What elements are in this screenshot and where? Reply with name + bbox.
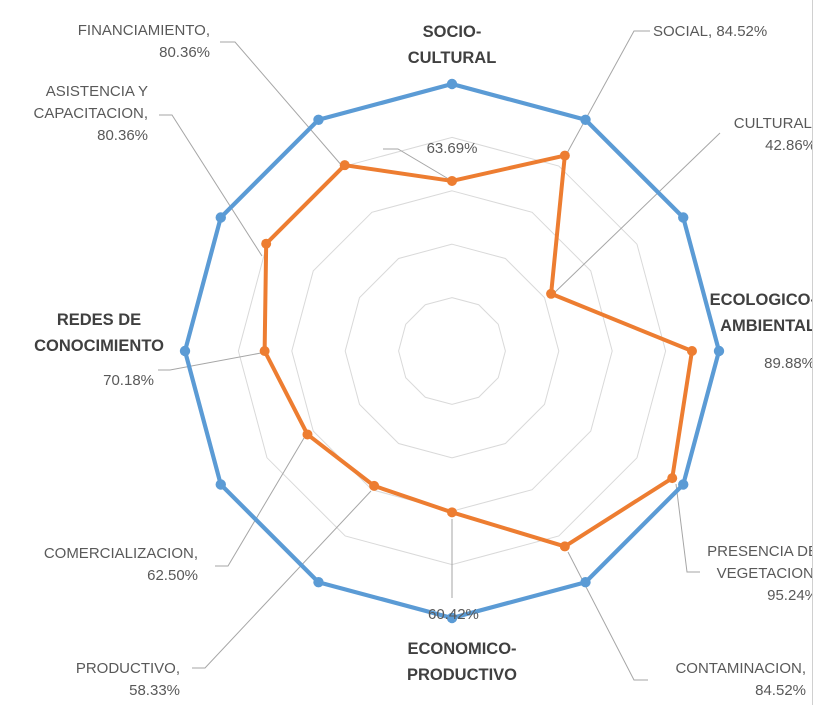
label-leader-lines <box>158 30 721 681</box>
dimension-label: SOCIO-CULTURAL <box>408 23 497 67</box>
axis-label: 70.18% <box>103 372 154 389</box>
leader-line <box>192 490 372 669</box>
grid-ring-1 <box>398 297 506 405</box>
viewport-edge <box>812 0 818 705</box>
axis-label: CULTURAL, 42.86% <box>734 115 816 154</box>
dimension-label: ECONOMICO-PRODUCTIVO <box>407 640 517 684</box>
score-series-line <box>262 153 694 549</box>
leader-line <box>383 148 453 182</box>
reference-series-point <box>215 212 226 223</box>
chart-labels: 63.69% SOCIAL, 84.52% CULTURAL, 42.86% 89.88… <box>34 22 818 699</box>
grid-ring-4 <box>237 136 667 566</box>
reference-series-point <box>678 479 689 490</box>
axis-label: CONTAMINACION, 84.52% <box>675 660 806 699</box>
axis-label: FINANCIAMIENTO, 80.36% <box>78 22 210 61</box>
leader-line <box>220 41 344 168</box>
dimension-label: REDES DE CONOCIMIENTO <box>34 311 164 355</box>
reference-series-point <box>313 577 324 588</box>
leader-line <box>675 483 700 573</box>
leader-line <box>567 551 648 681</box>
reference-series-point <box>446 78 458 90</box>
axis-label: 63.69% <box>427 140 478 157</box>
score-series-point <box>559 541 570 552</box>
grid-ring-2 <box>344 243 560 459</box>
chart-gridlines <box>237 136 667 566</box>
axis-label: COMERCIALIZACION, 62.50% <box>44 545 198 584</box>
reference-series-point <box>215 479 226 490</box>
reference-series-point <box>313 114 324 125</box>
score-series-point <box>369 480 380 491</box>
chart-series <box>179 78 725 624</box>
axis-label: SOCIAL, 84.52% <box>653 23 767 40</box>
axis-label: 60.42% <box>428 606 479 623</box>
axis-label: ASISTENCIA Y CAPACITACION, 80.36% <box>34 83 148 144</box>
score-series-point <box>302 429 313 440</box>
score-series-point <box>261 238 272 249</box>
grid-ring-3 <box>291 190 613 512</box>
dimension-label: ECOLOGICO-AMBIENTAL <box>710 291 816 335</box>
reference-series-point <box>580 114 591 125</box>
reference-series-point <box>713 345 725 357</box>
axis-label: PRODUCTIVO, 58.33% <box>76 660 180 699</box>
leader-line <box>550 132 721 297</box>
leader-line <box>565 30 650 156</box>
score-series-point <box>546 288 557 299</box>
score-series-point <box>559 150 570 161</box>
score-series-point <box>259 346 270 356</box>
score-series-point <box>447 507 457 518</box>
score-series-point <box>339 160 350 171</box>
leader-line <box>158 352 262 371</box>
leader-line <box>159 114 263 257</box>
axis-label: 89.88% <box>764 355 815 372</box>
score-series-point <box>686 346 697 356</box>
score-series-point <box>447 175 457 186</box>
reference-series-point <box>446 612 458 624</box>
axis-label: PRESENCIA DE VEGETACION, 95.24% <box>707 543 818 604</box>
leader-line <box>215 437 305 567</box>
reference-series-point <box>179 345 191 357</box>
reference-series-point <box>580 577 591 588</box>
score-series-point <box>667 473 678 484</box>
reference-series-point <box>678 212 689 223</box>
